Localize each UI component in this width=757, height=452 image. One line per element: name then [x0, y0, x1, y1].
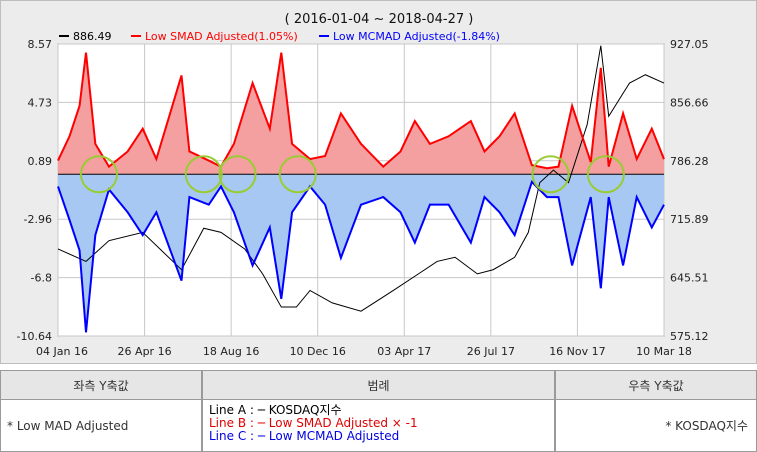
legend-entry: Low MCMAD Adjusted(-1.84%)	[333, 30, 500, 43]
left-tick-label: 8.57	[28, 38, 53, 51]
series-line-2	[57, 52, 665, 170]
highlight-marker	[218, 155, 257, 194]
x-tick-label: 26 Apr 16	[118, 345, 172, 358]
chart-title: ( 2016-01-04 ~ 2018-04-27 )	[285, 12, 474, 27]
smad-fill	[58, 52, 664, 175]
legend-header: 범례	[203, 371, 554, 400]
highlight-marker	[586, 155, 625, 194]
chart-frame: 8.57 4.73 0.89 -2.96 -6.8 -10.64 927.05 856.66 7…	[0, 0, 757, 364]
series-line-3	[57, 179, 665, 333]
legend-panel: 범례 Line A : ─ KOSDAQ지수 Line B : ─ Low SM…	[202, 370, 555, 452]
highlight-marker	[184, 155, 223, 194]
legend-line-a: Line A : ─ KOSDAQ지수	[209, 403, 342, 417]
legend-entry: 886.49	[73, 30, 112, 43]
mcmad-fill	[58, 174, 664, 333]
left-axis-value: * Low MAD Adjusted	[7, 418, 129, 433]
left-tick-label: -6.8	[31, 272, 52, 285]
x-tick-label: 10 Mar 18	[636, 345, 692, 358]
right-axis-header: 우측 Y축값	[556, 371, 756, 400]
legend-line-b: Line B : ─ Low SMAD Adjusted × -1	[209, 416, 418, 430]
left-tick-label: 4.73	[28, 96, 53, 109]
x-tick-label: 10 Dec 16	[290, 345, 346, 358]
series-line-1	[57, 45, 665, 312]
right-axis-panel: 우측 Y축값 * KOSDAQ지수	[555, 370, 757, 452]
right-tick-label: 575.12	[670, 330, 709, 343]
highlight-marker	[278, 155, 317, 194]
x-tick-label: 03 Apr 17	[377, 345, 431, 358]
chart: 8.57 4.73 0.89 -2.96 -6.8 -10.64 927.05 856.66 7…	[17, 12, 709, 358]
legend-line-c: Line C : ─ Low MCMAD Adjusted	[209, 429, 400, 443]
x-tick-label: 04 Jan 16	[36, 345, 88, 358]
legend-entry: Low SMAD Adjusted(1.05%)	[145, 30, 298, 43]
left-axis-header: 좌측 Y축값	[1, 371, 201, 400]
right-tick-label: 927.05	[670, 38, 709, 51]
highlight-marker	[79, 155, 118, 194]
left-tick-label: -2.96	[24, 213, 52, 226]
right-tick-label: 645.51	[670, 272, 709, 285]
x-tick-label: 26 Jul 17	[467, 345, 515, 358]
right-tick-label: 856.66	[670, 96, 709, 109]
left-tick-label: -10.64	[17, 330, 52, 343]
left-axis-panel: 좌측 Y축값 * Low MAD Adjusted	[0, 370, 202, 452]
right-axis-value: * KOSDAQ지수	[665, 419, 748, 433]
highlight-marker	[531, 155, 570, 194]
right-tick-label: 786.28	[670, 155, 709, 168]
x-tick-label: 16 Nov 17	[549, 345, 605, 358]
info-table: 좌측 Y축값 * Low MAD Adjusted 범례 Line A : ─ …	[0, 370, 757, 452]
x-tick-label: 18 Aug 16	[203, 345, 259, 358]
right-tick-label: 715.89	[670, 213, 709, 226]
left-tick-label: 0.89	[28, 155, 53, 168]
